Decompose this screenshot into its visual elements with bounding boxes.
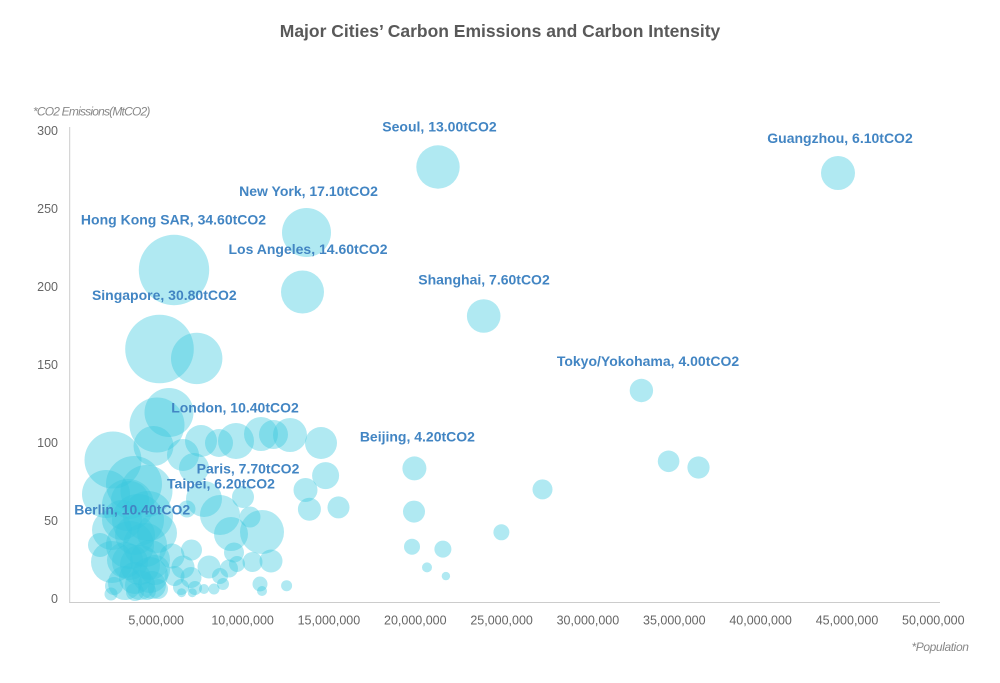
- svg-text:200: 200: [37, 280, 58, 294]
- svg-text:*CO2 Emissions(MtCO2): *CO2 Emissions(MtCO2): [33, 105, 150, 119]
- svg-text:10,000,000: 10,000,000: [211, 614, 274, 628]
- svg-text:40,000,000: 40,000,000: [729, 614, 792, 628]
- svg-text:Guangzhou, 6.10tCO2: Guangzhou, 6.10tCO2: [767, 130, 913, 146]
- svg-text:30,000,000: 30,000,000: [557, 614, 620, 628]
- svg-text:Taipei, 6.20tCO2: Taipei, 6.20tCO2: [167, 476, 275, 492]
- svg-text:5,000,000: 5,000,000: [128, 614, 184, 628]
- svg-text:New York, 17.10tCO2: New York, 17.10tCO2: [239, 183, 378, 199]
- svg-text:300: 300: [37, 124, 58, 138]
- svg-text:100: 100: [37, 436, 58, 450]
- svg-text:35,000,000: 35,000,000: [643, 614, 706, 628]
- svg-text:250: 250: [37, 202, 58, 216]
- svg-text:Tokyo/Yokohama, 4.00tCO2: Tokyo/Yokohama, 4.00tCO2: [557, 353, 740, 369]
- svg-text:50: 50: [44, 514, 58, 528]
- svg-text:Paris, 7.70tCO2: Paris, 7.70tCO2: [197, 461, 300, 477]
- svg-text:Los Angeles, 14.60tCO2: Los Angeles, 14.60tCO2: [229, 241, 388, 257]
- svg-text:*Population: *Population: [912, 640, 970, 654]
- svg-text:25,000,000: 25,000,000: [470, 614, 533, 628]
- svg-text:150: 150: [37, 358, 58, 372]
- svg-text:20,000,000: 20,000,000: [384, 614, 447, 628]
- svg-text:0: 0: [51, 592, 58, 606]
- svg-text:50,000,000: 50,000,000: [902, 614, 965, 628]
- svg-text:Hong Kong SAR, 34.60tCO2: Hong Kong SAR, 34.60tCO2: [81, 212, 266, 228]
- svg-text:45,000,000: 45,000,000: [816, 614, 879, 628]
- svg-text:London, 10.40tCO2: London, 10.40tCO2: [171, 400, 299, 416]
- svg-text:Beijing, 4.20tCO2: Beijing, 4.20tCO2: [360, 429, 475, 445]
- svg-text:Berlin, 10.40tCO2: Berlin, 10.40tCO2: [74, 502, 190, 518]
- svg-text:Singapore, 30.80tCO2: Singapore, 30.80tCO2: [92, 287, 237, 303]
- svg-text:Seoul, 13.00tCO2: Seoul, 13.00tCO2: [382, 119, 497, 135]
- svg-text:Shanghai, 7.60tCO2: Shanghai, 7.60tCO2: [418, 272, 550, 288]
- svg-text:15,000,000: 15,000,000: [298, 614, 361, 628]
